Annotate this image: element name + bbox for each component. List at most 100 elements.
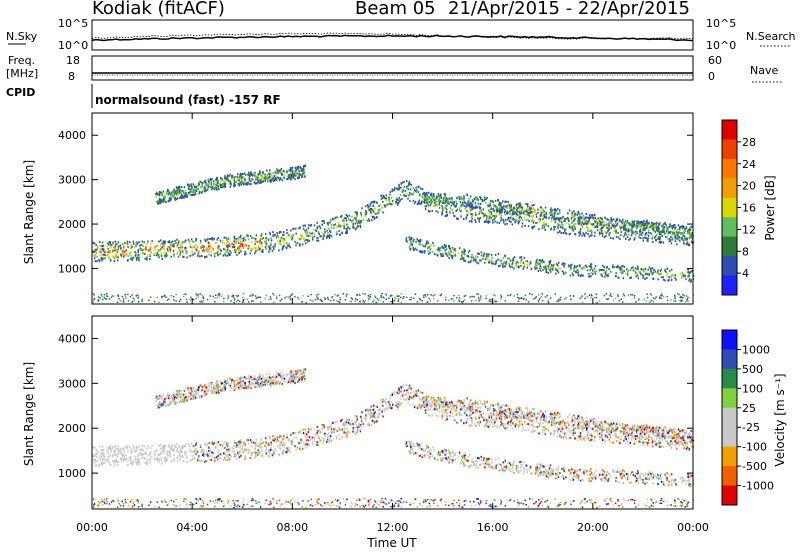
power-mark (527, 225, 530, 228)
power-mark (444, 246, 447, 248)
power-mark (651, 221, 653, 224)
power-mark (254, 252, 256, 255)
power-mark (212, 295, 214, 298)
power-mark (486, 220, 488, 223)
power-mark (327, 231, 329, 234)
power-mark (684, 227, 686, 230)
power-mark (500, 219, 502, 222)
power-mark (516, 260, 518, 263)
power-mark (163, 243, 165, 246)
power-mark (643, 298, 645, 300)
power-mark (581, 220, 583, 223)
power-mark (625, 228, 628, 231)
power-mark (181, 246, 183, 249)
velocity-mark (153, 451, 156, 454)
velocity-mark (237, 454, 240, 457)
power-mark (352, 222, 354, 225)
power-mark (555, 272, 557, 275)
power-mark (574, 218, 576, 221)
power-mark (583, 218, 585, 221)
velocity-mark (117, 445, 120, 448)
power-mark (430, 192, 433, 195)
power-mark (458, 206, 461, 209)
power-mark (247, 238, 250, 241)
power-mark (110, 244, 113, 247)
power-mark (464, 294, 467, 297)
power-mark (436, 197, 438, 200)
power-mark (223, 248, 225, 250)
power-mark (652, 300, 654, 303)
power-mark (686, 237, 688, 240)
power-mark (577, 211, 580, 213)
power-mark (483, 254, 485, 257)
power-mark (190, 185, 193, 187)
power-mark (278, 249, 280, 252)
power-mark (272, 231, 274, 234)
power-mark (551, 215, 554, 218)
power-mark (618, 219, 621, 222)
power-mark (586, 220, 589, 223)
power-mark (445, 204, 448, 207)
power-mark (658, 230, 661, 233)
power-mark (281, 298, 283, 300)
power-mark (318, 232, 320, 235)
power-mark (683, 242, 685, 245)
power-mark (287, 177, 290, 180)
power-mark (257, 245, 259, 247)
power-mark (170, 198, 172, 201)
power-mark (545, 224, 548, 227)
power-mark (368, 219, 371, 222)
power-mark (373, 299, 375, 301)
power-mark (226, 248, 229, 251)
power-mark (118, 245, 121, 248)
power-mark (423, 199, 425, 202)
power-mark (97, 300, 99, 302)
power-mark (583, 234, 586, 236)
power-mark (334, 223, 337, 226)
power-mark (572, 295, 575, 297)
velocity-mark (176, 450, 178, 452)
power-mark (204, 179, 207, 182)
power-mark (624, 231, 627, 234)
velocity-mark (340, 419, 343, 422)
power-colorbar-tick-0: 4 (742, 267, 749, 280)
power-mark (572, 229, 574, 232)
power-mark (147, 254, 149, 257)
power-mark (546, 294, 548, 297)
velocity-mark (670, 440, 672, 443)
power-mark (418, 193, 421, 196)
power-mark (480, 196, 482, 199)
power-mark (589, 268, 591, 271)
power-mark (298, 243, 301, 246)
power-mark (562, 264, 565, 267)
power-mark (444, 252, 447, 255)
power-mark (466, 254, 468, 257)
power-mark (439, 247, 442, 249)
power-mark (552, 264, 555, 267)
velocity-mark (239, 449, 241, 452)
power-mark (206, 247, 208, 250)
power-mark (647, 240, 649, 243)
power-mark (179, 186, 181, 189)
power-mark (595, 218, 598, 221)
power-mark (255, 176, 257, 179)
power-mark (502, 262, 505, 265)
power-mark (257, 173, 260, 176)
power-mark (240, 181, 242, 183)
velocity-mark (588, 422, 590, 425)
power-mark (598, 228, 601, 231)
power-mark (197, 254, 199, 257)
power-mark (252, 300, 254, 302)
power-mark (610, 225, 613, 227)
power-mark (193, 298, 195, 301)
power-mark (252, 173, 254, 176)
velocity-mark (313, 436, 315, 439)
power-mark (157, 193, 159, 195)
power-mark (407, 197, 409, 200)
power-mark (673, 300, 675, 302)
power-mark (494, 254, 497, 256)
velocity-mark (345, 418, 348, 420)
power-mark (478, 300, 480, 302)
power-mark (449, 253, 451, 256)
power-mark (488, 209, 490, 212)
